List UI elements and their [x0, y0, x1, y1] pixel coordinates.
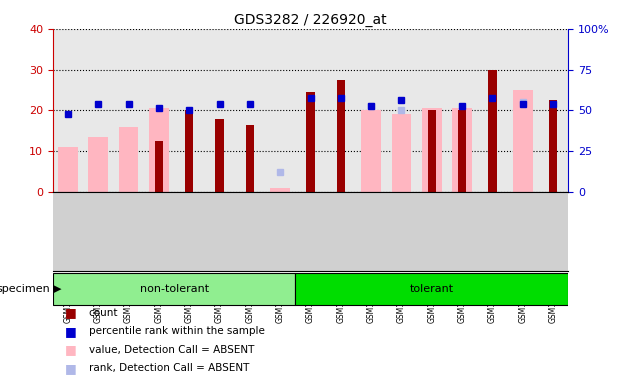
Bar: [58, 147, 78, 192]
Bar: [215, 119, 224, 192]
Bar: [88, 137, 108, 192]
Bar: [422, 108, 442, 192]
Text: count: count: [89, 308, 119, 318]
Text: ■: ■: [65, 343, 77, 356]
Text: value, Detection Call = ABSENT: value, Detection Call = ABSENT: [89, 345, 254, 355]
Bar: [427, 111, 436, 192]
Text: ■: ■: [65, 362, 77, 375]
Bar: [361, 111, 381, 192]
Bar: [296, 273, 568, 305]
Bar: [337, 80, 345, 192]
Bar: [185, 111, 194, 192]
Bar: [306, 92, 315, 192]
Bar: [549, 100, 557, 192]
Text: non-tolerant: non-tolerant: [140, 284, 209, 294]
Text: GDS3282 / 226920_at: GDS3282 / 226920_at: [234, 13, 387, 27]
Text: ■: ■: [65, 325, 77, 338]
Text: tolerant: tolerant: [410, 284, 454, 294]
Bar: [452, 108, 472, 192]
Bar: [488, 70, 497, 192]
Bar: [513, 90, 533, 192]
Text: rank, Detection Call = ABSENT: rank, Detection Call = ABSENT: [89, 363, 249, 373]
Bar: [119, 127, 138, 192]
Bar: [270, 188, 290, 192]
Bar: [246, 125, 254, 192]
Text: ■: ■: [65, 306, 77, 319]
Bar: [155, 141, 163, 192]
Bar: [458, 111, 466, 192]
Bar: [149, 108, 169, 192]
Text: specimen: specimen: [0, 284, 50, 294]
Text: ▶: ▶: [53, 284, 61, 294]
Bar: [392, 114, 411, 192]
Bar: [53, 273, 296, 305]
Text: percentile rank within the sample: percentile rank within the sample: [89, 326, 265, 336]
